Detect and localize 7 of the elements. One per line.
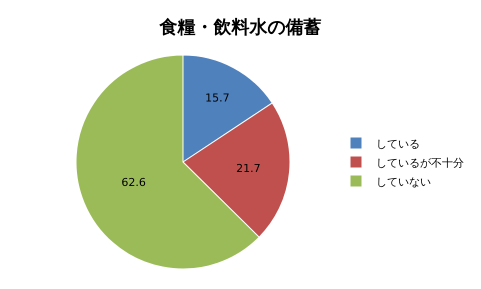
legend-label: している bbox=[376, 137, 420, 150]
legend-label: していない bbox=[376, 175, 431, 188]
data-label: 62.6 bbox=[121, 176, 146, 190]
data-label: 21.7 bbox=[236, 162, 261, 175]
legend-label: しているが不十分 bbox=[376, 156, 464, 170]
data-label: 15.7 bbox=[205, 92, 230, 105]
chart-title: 食糧・飲料水の備蓄 bbox=[158, 16, 322, 38]
